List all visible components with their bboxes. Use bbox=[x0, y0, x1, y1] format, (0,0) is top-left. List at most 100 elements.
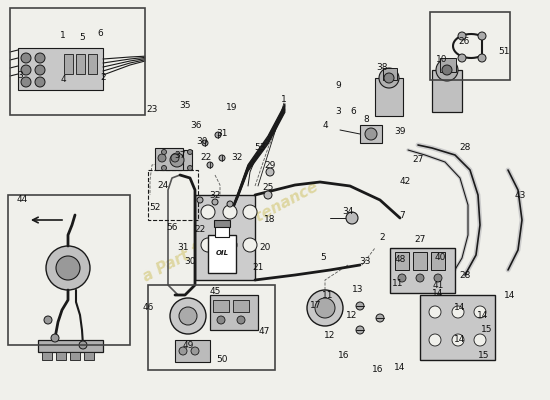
Bar bbox=[155, 148, 183, 170]
Circle shape bbox=[44, 316, 52, 324]
Circle shape bbox=[35, 65, 45, 75]
Circle shape bbox=[179, 307, 197, 325]
Circle shape bbox=[429, 334, 441, 346]
Text: 22: 22 bbox=[194, 226, 206, 234]
Text: 22: 22 bbox=[200, 154, 212, 162]
Bar bbox=[432, 70, 462, 112]
Text: 11: 11 bbox=[322, 292, 334, 300]
Circle shape bbox=[458, 32, 466, 40]
Text: 3: 3 bbox=[17, 70, 23, 80]
Bar bbox=[383, 68, 397, 80]
Text: 17: 17 bbox=[310, 302, 322, 310]
Text: 8: 8 bbox=[363, 116, 369, 124]
Bar bbox=[413, 252, 427, 270]
Circle shape bbox=[434, 274, 442, 282]
Text: 43: 43 bbox=[514, 190, 526, 200]
Text: 4: 4 bbox=[322, 122, 328, 130]
Circle shape bbox=[179, 347, 187, 355]
Text: 1: 1 bbox=[281, 96, 287, 104]
Text: 49: 49 bbox=[182, 340, 194, 350]
Circle shape bbox=[356, 326, 364, 334]
Circle shape bbox=[188, 150, 192, 154]
Circle shape bbox=[201, 238, 215, 252]
Bar bbox=[210, 295, 258, 330]
Circle shape bbox=[243, 205, 257, 219]
Text: 13: 13 bbox=[352, 286, 364, 294]
Bar bbox=[38, 340, 103, 352]
Circle shape bbox=[384, 73, 394, 83]
Bar bbox=[56, 352, 66, 360]
Circle shape bbox=[170, 153, 184, 167]
Text: 36: 36 bbox=[190, 120, 202, 130]
Circle shape bbox=[478, 32, 486, 40]
Text: OIL: OIL bbox=[216, 250, 229, 256]
Circle shape bbox=[223, 205, 237, 219]
Text: 41: 41 bbox=[432, 280, 444, 290]
Circle shape bbox=[197, 197, 203, 203]
Bar bbox=[64, 54, 73, 74]
Bar bbox=[148, 170, 198, 220]
Circle shape bbox=[46, 246, 90, 290]
Text: 11: 11 bbox=[392, 280, 404, 288]
Text: 14: 14 bbox=[394, 364, 406, 372]
Text: 53: 53 bbox=[254, 144, 266, 152]
Bar bbox=[375, 78, 403, 116]
Text: 37: 37 bbox=[174, 150, 186, 160]
Circle shape bbox=[162, 166, 167, 170]
Text: 38: 38 bbox=[376, 64, 388, 72]
Text: 5: 5 bbox=[320, 254, 326, 262]
Circle shape bbox=[212, 199, 218, 205]
Text: 32: 32 bbox=[232, 154, 243, 162]
Text: 15: 15 bbox=[481, 326, 493, 334]
Text: 31: 31 bbox=[216, 128, 228, 138]
Circle shape bbox=[474, 306, 486, 318]
Bar bbox=[195, 195, 255, 280]
Circle shape bbox=[171, 154, 179, 162]
Text: 25: 25 bbox=[262, 184, 274, 192]
Circle shape bbox=[56, 256, 80, 280]
Text: 19: 19 bbox=[226, 104, 238, 112]
Circle shape bbox=[356, 302, 364, 310]
Text: 14: 14 bbox=[454, 304, 466, 312]
Bar bbox=[431, 252, 445, 270]
Text: 34: 34 bbox=[342, 208, 354, 216]
Text: 14: 14 bbox=[504, 292, 516, 300]
Circle shape bbox=[223, 238, 237, 252]
Text: 14: 14 bbox=[432, 290, 444, 298]
Text: 39: 39 bbox=[394, 128, 406, 136]
Text: 48: 48 bbox=[394, 256, 406, 264]
Text: 30: 30 bbox=[196, 138, 208, 146]
Bar bbox=[390, 248, 455, 293]
Bar bbox=[18, 48, 103, 90]
Circle shape bbox=[379, 68, 399, 88]
Circle shape bbox=[237, 316, 245, 324]
Bar bbox=[430, 12, 510, 80]
Text: 16: 16 bbox=[372, 366, 384, 374]
Circle shape bbox=[266, 168, 274, 176]
Bar bbox=[162, 150, 192, 170]
Circle shape bbox=[416, 274, 424, 282]
Bar bbox=[70, 352, 80, 360]
Circle shape bbox=[264, 191, 272, 199]
Bar bbox=[214, 220, 230, 227]
Circle shape bbox=[162, 150, 167, 154]
Text: 46: 46 bbox=[142, 304, 153, 312]
Circle shape bbox=[376, 314, 384, 322]
Circle shape bbox=[436, 59, 458, 81]
Circle shape bbox=[201, 205, 215, 219]
Circle shape bbox=[243, 238, 257, 252]
Text: 2: 2 bbox=[100, 74, 106, 82]
Text: 5: 5 bbox=[79, 32, 85, 42]
Circle shape bbox=[217, 316, 225, 324]
Circle shape bbox=[315, 298, 335, 318]
Bar bbox=[76, 54, 85, 74]
Circle shape bbox=[51, 334, 59, 342]
Text: 29: 29 bbox=[265, 160, 276, 170]
Text: 16: 16 bbox=[338, 350, 350, 360]
Text: 28: 28 bbox=[459, 270, 471, 280]
Text: 12: 12 bbox=[346, 312, 358, 320]
Circle shape bbox=[365, 128, 377, 140]
Circle shape bbox=[21, 77, 31, 87]
Circle shape bbox=[207, 162, 213, 168]
Bar bbox=[208, 235, 236, 273]
